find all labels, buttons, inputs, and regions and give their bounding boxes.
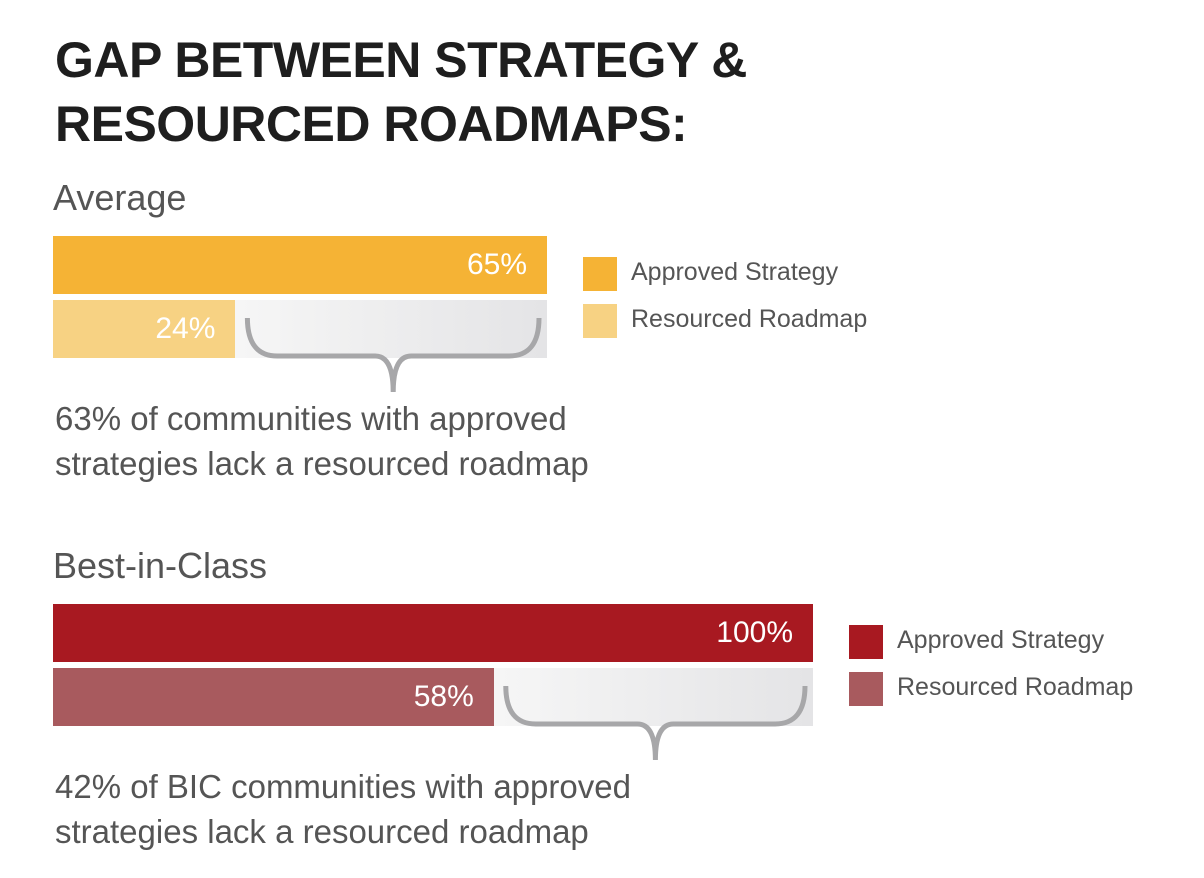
legend-swatch — [849, 625, 883, 659]
gap-background — [493, 668, 813, 726]
gap-background — [235, 300, 547, 358]
brace-path — [244, 317, 542, 393]
bar — [53, 668, 494, 726]
legend-label: Approved Strategy — [631, 258, 839, 286]
legend-label: Resourced Roadmap — [897, 673, 1134, 701]
legend-swatch — [849, 672, 883, 706]
value-label: 100% — [716, 616, 793, 649]
value-label: 24% — [155, 312, 216, 345]
bar — [53, 300, 236, 358]
legend-label: Approved Strategy — [897, 626, 1105, 654]
value-label: 65% — [466, 248, 527, 281]
brace-path — [503, 685, 808, 761]
annotation: 63% of communities with approved strateg… — [55, 400, 589, 482]
bar — [53, 236, 547, 294]
value-label: 58% — [413, 680, 474, 713]
page-title: GAP BETWEEN STRATEGY & RESOURCED ROADMAP… — [55, 32, 747, 152]
chart-subtitle: Best-in-Class — [53, 545, 268, 586]
annotation: 42% of BIC communities with approved str… — [55, 768, 631, 850]
legend-swatch — [583, 257, 617, 291]
legend-swatch — [583, 304, 617, 338]
bar — [53, 604, 813, 662]
chart-subtitle: Average — [53, 177, 187, 218]
legend-label: Resourced Roadmap — [631, 305, 868, 333]
